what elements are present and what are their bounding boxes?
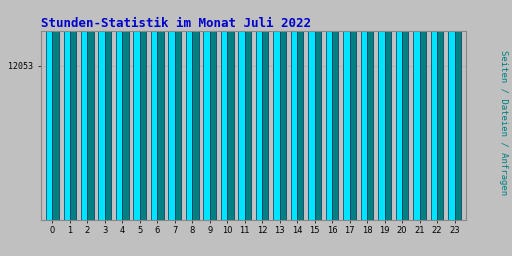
Bar (134, 0, 140, 220)
Bar (52, 0, 58, 220)
Bar (361, 0, 367, 220)
Bar (157, 0, 163, 220)
Bar (239, 0, 245, 220)
Bar (88, 0, 94, 220)
Bar (344, 0, 350, 220)
Bar (186, 0, 192, 220)
Bar (385, 0, 391, 220)
Bar (203, 0, 210, 220)
Bar (308, 0, 315, 220)
Bar (175, 0, 181, 220)
Bar (315, 0, 321, 220)
Bar (105, 0, 111, 220)
Bar (378, 0, 385, 220)
Bar (273, 0, 280, 220)
Bar (402, 0, 409, 220)
Bar (431, 0, 437, 220)
Bar (81, 0, 88, 220)
Bar (256, 0, 262, 220)
Bar (350, 0, 356, 220)
Bar (70, 0, 76, 220)
Bar (332, 0, 338, 220)
Bar (413, 0, 419, 220)
Bar (168, 0, 175, 220)
Bar (419, 0, 426, 220)
Bar (245, 0, 251, 220)
Bar (280, 0, 286, 220)
Bar (116, 0, 122, 220)
Bar (151, 0, 157, 220)
Bar (46, 0, 52, 220)
Bar (291, 0, 297, 220)
Bar (192, 0, 199, 220)
Bar (455, 0, 461, 220)
Bar (437, 0, 443, 220)
Text: Seiten / Dateien / Anfragen: Seiten / Dateien / Anfragen (499, 50, 508, 195)
Bar (63, 0, 70, 220)
Bar (326, 0, 332, 220)
Bar (262, 0, 268, 220)
Bar (227, 0, 233, 220)
Bar (297, 0, 304, 220)
Text: Stunden-Statistik im Monat Juli 2022: Stunden-Statistik im Monat Juli 2022 (41, 17, 311, 29)
Bar (98, 0, 105, 220)
Bar (396, 0, 402, 220)
Bar (140, 0, 146, 220)
Bar (221, 0, 227, 220)
Bar (122, 0, 129, 220)
Bar (449, 0, 455, 220)
Bar (210, 0, 216, 220)
Bar (367, 0, 373, 220)
